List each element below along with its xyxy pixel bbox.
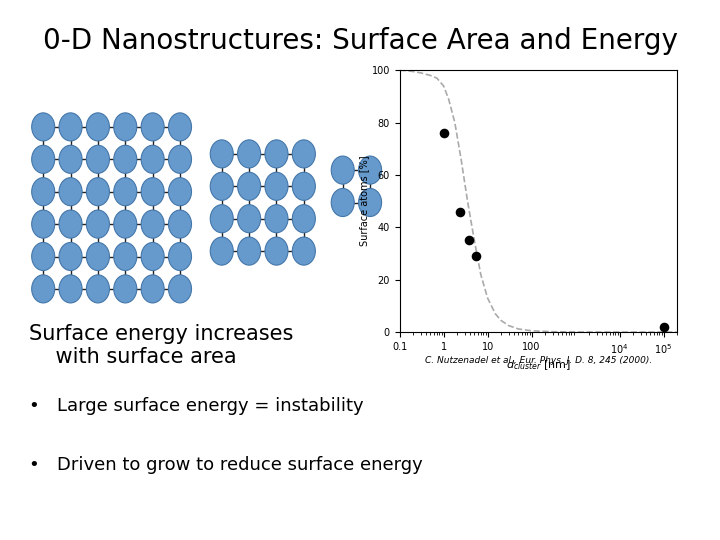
Ellipse shape: [86, 113, 109, 141]
Ellipse shape: [210, 172, 233, 200]
Text: •   Driven to grow to reduce surface energy: • Driven to grow to reduce surface energ…: [29, 456, 423, 474]
Ellipse shape: [141, 275, 164, 303]
Ellipse shape: [210, 237, 233, 265]
Ellipse shape: [141, 145, 164, 173]
Point: [454, 207, 465, 216]
Text: C. Nutzenadel et al., Eur. Phys. J. D. 8, 245 (2000).: C. Nutzenadel et al., Eur. Phys. J. D. 8…: [425, 356, 652, 366]
Ellipse shape: [292, 140, 315, 168]
Ellipse shape: [168, 178, 192, 206]
Ellipse shape: [86, 210, 109, 238]
Ellipse shape: [331, 156, 354, 184]
Ellipse shape: [292, 205, 315, 233]
Ellipse shape: [86, 178, 109, 206]
Ellipse shape: [292, 172, 315, 200]
Ellipse shape: [86, 275, 109, 303]
Ellipse shape: [32, 242, 55, 271]
Ellipse shape: [331, 188, 354, 217]
Ellipse shape: [114, 275, 137, 303]
Point: [470, 252, 482, 260]
Ellipse shape: [141, 242, 164, 271]
Ellipse shape: [59, 242, 82, 271]
Ellipse shape: [359, 188, 382, 217]
Ellipse shape: [86, 242, 109, 271]
Ellipse shape: [168, 113, 192, 141]
Ellipse shape: [265, 172, 288, 200]
Ellipse shape: [141, 113, 164, 141]
X-axis label: $d_{cluster}$ [nm]: $d_{cluster}$ [nm]: [505, 359, 571, 372]
Ellipse shape: [210, 140, 233, 168]
Ellipse shape: [114, 178, 137, 206]
Ellipse shape: [265, 237, 288, 265]
Ellipse shape: [265, 205, 288, 233]
Ellipse shape: [114, 113, 137, 141]
Point: [438, 129, 449, 137]
Y-axis label: Surface atoms [%]: Surface atoms [%]: [359, 156, 369, 246]
Ellipse shape: [86, 145, 109, 173]
Text: •   Large surface energy = instability: • Large surface energy = instability: [29, 397, 364, 415]
Ellipse shape: [238, 172, 261, 200]
Text: Surface energy increases
    with surface area: Surface energy increases with surface ar…: [29, 324, 293, 367]
Ellipse shape: [32, 275, 55, 303]
Ellipse shape: [168, 210, 192, 238]
Point: [464, 236, 475, 245]
Ellipse shape: [141, 178, 164, 206]
Ellipse shape: [32, 113, 55, 141]
Ellipse shape: [168, 242, 192, 271]
Ellipse shape: [359, 156, 382, 184]
Ellipse shape: [114, 210, 137, 238]
Ellipse shape: [265, 140, 288, 168]
Ellipse shape: [210, 205, 233, 233]
Ellipse shape: [292, 237, 315, 265]
Ellipse shape: [32, 178, 55, 206]
Point: [658, 322, 670, 331]
Ellipse shape: [59, 145, 82, 173]
Ellipse shape: [168, 145, 192, 173]
Ellipse shape: [59, 178, 82, 206]
Ellipse shape: [141, 210, 164, 238]
Ellipse shape: [59, 275, 82, 303]
Ellipse shape: [114, 242, 137, 271]
Ellipse shape: [114, 145, 137, 173]
Ellipse shape: [32, 210, 55, 238]
Ellipse shape: [59, 210, 82, 238]
Ellipse shape: [238, 205, 261, 233]
Ellipse shape: [59, 113, 82, 141]
Ellipse shape: [238, 140, 261, 168]
Ellipse shape: [32, 145, 55, 173]
Ellipse shape: [168, 275, 192, 303]
Ellipse shape: [238, 237, 261, 265]
Text: 0-D Nanostructures: Surface Area and Energy: 0-D Nanostructures: Surface Area and Ene…: [42, 27, 678, 55]
